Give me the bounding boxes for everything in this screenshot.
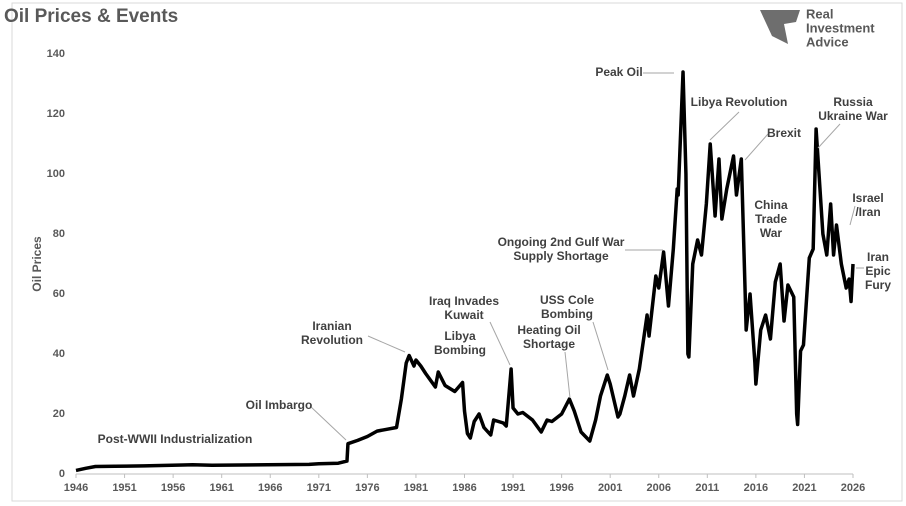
y-tick-label: 20 bbox=[53, 408, 65, 420]
x-tick-label: 2001 bbox=[598, 482, 622, 494]
x-tick-label: 2026 bbox=[841, 482, 865, 494]
annotation-leader bbox=[849, 205, 856, 226]
x-tick-label: 1981 bbox=[404, 482, 428, 494]
annotation: Bombing bbox=[434, 343, 486, 357]
annotation: Iranian bbox=[312, 319, 351, 333]
y-tick-label: 80 bbox=[53, 228, 65, 240]
x-tick-label: 1971 bbox=[307, 482, 331, 494]
annotation: Russia bbox=[833, 95, 873, 109]
logo-text: Investment bbox=[806, 20, 875, 35]
annotation: Revolution bbox=[301, 333, 363, 347]
x-tick-label: 1996 bbox=[549, 482, 573, 494]
annotation: Heating Oil bbox=[517, 323, 580, 337]
annotation: Iraq Invades bbox=[429, 294, 499, 308]
annotation-leader bbox=[592, 321, 609, 371]
annotation-leader bbox=[817, 123, 841, 149]
x-tick-label: 1956 bbox=[161, 482, 185, 494]
annotation: China bbox=[754, 198, 788, 212]
x-tick-label: 1951 bbox=[112, 482, 136, 494]
annotation-leader bbox=[709, 111, 740, 141]
annotation-leader bbox=[489, 321, 511, 366]
x-tick-label: 1966 bbox=[258, 482, 282, 494]
x-tick-label: 1986 bbox=[452, 482, 476, 494]
annotation: USS Cole bbox=[540, 293, 594, 307]
logo-text: Real bbox=[806, 6, 833, 21]
x-tick-label: 1976 bbox=[355, 482, 379, 494]
annotation: Iran bbox=[867, 250, 889, 264]
annotation: Israel bbox=[852, 191, 883, 205]
annotation: Peak Oil bbox=[595, 65, 642, 79]
annotation: Brexit bbox=[767, 126, 801, 140]
x-tick-label: 1961 bbox=[209, 482, 233, 494]
y-tick-label: 120 bbox=[47, 108, 65, 120]
x-tick-label: 2006 bbox=[647, 482, 671, 494]
annotation-leader bbox=[309, 405, 347, 441]
annotation-leader bbox=[564, 351, 571, 399]
price-line bbox=[75, 70, 855, 473]
annotation: Ukraine War bbox=[818, 109, 888, 123]
annotation: Post-WWII Industrialization bbox=[98, 432, 253, 446]
annotation: Oil Imbargo bbox=[246, 398, 313, 412]
annotation: War bbox=[760, 226, 783, 240]
annotation: Kuwait bbox=[444, 308, 483, 322]
chart-title: Oil Prices & Events bbox=[4, 6, 178, 27]
annotation: Libya Revolution bbox=[691, 95, 788, 109]
annotation: Epic bbox=[865, 264, 891, 278]
annotation: Bombing bbox=[541, 307, 593, 321]
y-tick-label: 40 bbox=[53, 348, 65, 360]
y-tick-label: 140 bbox=[47, 48, 65, 60]
annotation: Libya bbox=[444, 329, 476, 343]
y-tick-label: 60 bbox=[53, 288, 65, 300]
annotation: Supply Shortage bbox=[513, 249, 609, 263]
x-tick-label: 2011 bbox=[695, 482, 719, 494]
annotation: Fury bbox=[865, 278, 891, 292]
y-axis-label: Oil Prices bbox=[30, 236, 44, 292]
annotation: Shortage bbox=[523, 337, 575, 351]
x-tick-label: 1991 bbox=[501, 482, 525, 494]
chart-frame bbox=[11, 2, 903, 502]
annotation: /Iran bbox=[855, 205, 880, 219]
logo-icon bbox=[760, 10, 800, 44]
y-tick-label: 0 bbox=[59, 468, 65, 480]
annotation-leader bbox=[367, 335, 406, 353]
x-tick-label: 2021 bbox=[792, 482, 816, 494]
annotation: Trade bbox=[755, 212, 787, 226]
annotation: Ongoing 2nd Gulf War bbox=[498, 235, 625, 249]
y-tick-label: 100 bbox=[47, 168, 65, 180]
x-tick-label: 1946 bbox=[64, 482, 88, 494]
annotation-leader bbox=[744, 133, 769, 161]
x-tick-label: 2016 bbox=[744, 482, 768, 494]
logo-text: Advice bbox=[806, 34, 849, 49]
